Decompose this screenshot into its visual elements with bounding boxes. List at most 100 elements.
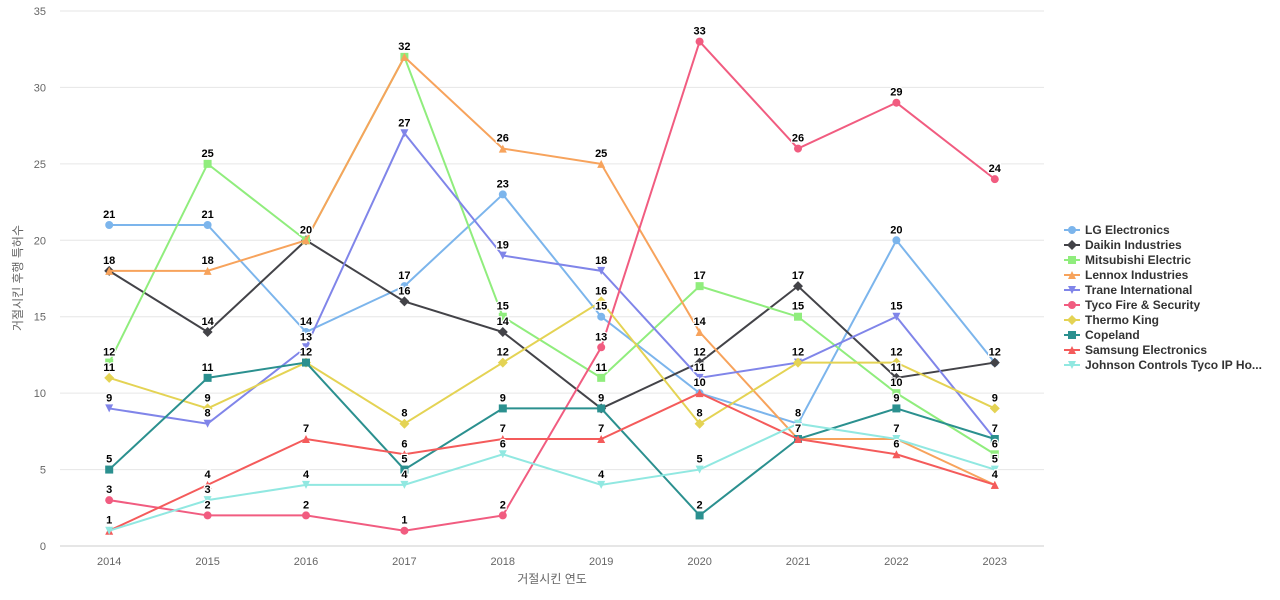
series-line-mitsubishi-electric bbox=[108, 54, 996, 456]
data-point bbox=[302, 343, 310, 352]
data-point bbox=[695, 328, 704, 336]
data-point bbox=[794, 419, 802, 428]
data-point bbox=[400, 282, 409, 291]
data-label: 7 bbox=[500, 423, 506, 435]
data-point bbox=[597, 343, 606, 352]
legend-symbol bbox=[1068, 301, 1076, 309]
legend-item-trane-international[interactable]: Trane International bbox=[1064, 283, 1192, 297]
data-label: 27 bbox=[398, 117, 410, 129]
series-mitsubishi-electric bbox=[105, 52, 999, 459]
data-label: 2 bbox=[500, 499, 506, 511]
legend-item-johnson-controls-tyco-ip-ho[interactable]: Johnson Controls Tyco IP Ho... bbox=[1064, 358, 1262, 372]
data-label: 5 bbox=[697, 454, 703, 466]
legend-symbol bbox=[1068, 226, 1076, 234]
legend-symbol bbox=[1067, 315, 1077, 325]
legend-label: Mitsubishi Electric bbox=[1085, 253, 1191, 267]
data-point bbox=[596, 296, 607, 307]
data-label: 9 bbox=[598, 392, 604, 404]
x-tick-label: 2018 bbox=[491, 556, 515, 568]
x-tick-label: 2017 bbox=[392, 556, 416, 568]
data-label: 32 bbox=[398, 41, 410, 53]
data-label: 32 bbox=[398, 41, 410, 53]
series-line-samsung-electronics bbox=[108, 392, 996, 532]
data-label: 2 bbox=[303, 499, 309, 511]
legend-item-thermo-king[interactable]: Thermo King bbox=[1064, 313, 1159, 327]
data-label: 15 bbox=[497, 301, 509, 313]
data-point bbox=[892, 312, 901, 321]
data-point bbox=[203, 496, 212, 505]
legend-item-samsung-electronics[interactable]: Samsung Electronics bbox=[1064, 343, 1207, 357]
data-label: 26 bbox=[497, 133, 509, 145]
series-line-lg-electronics bbox=[109, 192, 996, 425]
data-label: 21 bbox=[103, 209, 115, 221]
data-point bbox=[498, 450, 507, 459]
series-johnson-controls-tyco-ip-ho bbox=[105, 419, 999, 535]
data-label: 14 bbox=[497, 316, 510, 328]
data-label: 23 bbox=[497, 178, 509, 190]
data-label: 6 bbox=[992, 438, 998, 450]
data-point bbox=[498, 190, 507, 199]
data-label: 2 bbox=[205, 499, 211, 511]
data-label: 7 bbox=[795, 423, 801, 435]
y-tick-label: 35 bbox=[34, 6, 46, 18]
data-point bbox=[203, 373, 212, 382]
legend-label: Samsung Electronics bbox=[1085, 343, 1207, 357]
data-point bbox=[302, 358, 310, 367]
legend-label: LG Electronics bbox=[1085, 223, 1170, 237]
data-point bbox=[498, 435, 507, 443]
legend-label: Trane International bbox=[1085, 283, 1192, 297]
data-label: 5 bbox=[992, 454, 998, 466]
data-labels: 21 21141723151082012181420161491217111212… bbox=[102, 24, 1003, 528]
legend-item-mitsubishi-electric[interactable]: Mitsubishi Electric bbox=[1064, 253, 1191, 267]
data-label: 5 bbox=[401, 454, 407, 466]
data-point bbox=[302, 236, 310, 245]
legend-label: Thermo King bbox=[1085, 313, 1159, 327]
data-point bbox=[597, 312, 606, 321]
legend-item-copeland[interactable]: Copeland bbox=[1064, 328, 1140, 342]
data-label: 20 bbox=[300, 224, 312, 236]
data-point bbox=[302, 480, 310, 489]
data-point bbox=[695, 511, 704, 520]
data-point bbox=[989, 403, 1000, 414]
data-label: 20 bbox=[890, 224, 902, 236]
data-point bbox=[498, 144, 507, 153]
data-point bbox=[400, 526, 409, 535]
series-line-daikin-industries bbox=[108, 239, 995, 410]
legend-symbol bbox=[1068, 361, 1076, 369]
data-point bbox=[498, 251, 507, 260]
data-label: 14 bbox=[693, 316, 706, 328]
y-tick-label: 25 bbox=[34, 159, 46, 171]
legend-item-lg-electronics[interactable]: LG Electronics bbox=[1064, 223, 1170, 237]
data-label: 4 bbox=[303, 469, 310, 481]
data-label: 4 bbox=[401, 469, 408, 481]
data-point bbox=[694, 357, 705, 368]
series-layer bbox=[104, 37, 1000, 535]
legend-symbol bbox=[1068, 256, 1076, 264]
series-line-tyco-fire-security bbox=[109, 39, 996, 532]
legend-item-lennox-industries[interactable]: Lennox Industries bbox=[1064, 268, 1189, 282]
data-point bbox=[597, 404, 606, 413]
data-label: 24 bbox=[989, 163, 1002, 175]
data-label: 18 bbox=[595, 255, 607, 267]
data-point bbox=[203, 266, 212, 275]
legend-item-daikin-industries[interactable]: Daikin Industries bbox=[1064, 238, 1182, 252]
data-point bbox=[498, 511, 507, 520]
data-label: 16 bbox=[595, 285, 607, 297]
data-label: 29 bbox=[890, 87, 902, 99]
legend-symbol bbox=[1068, 331, 1076, 339]
data-label: 13 bbox=[595, 331, 607, 343]
data-label: 10 bbox=[693, 377, 705, 389]
data-label: 7 bbox=[303, 423, 309, 435]
data-label: 11 bbox=[202, 362, 214, 374]
data-label: 8 bbox=[795, 408, 801, 420]
data-point bbox=[105, 526, 114, 535]
legend-item-tyco-fire-security[interactable]: Tyco Fire & Security bbox=[1064, 298, 1200, 312]
legend-symbol bbox=[1068, 286, 1076, 294]
data-point bbox=[400, 450, 409, 459]
data-point bbox=[399, 418, 410, 429]
data-label: 6 bbox=[401, 438, 407, 450]
data-point bbox=[695, 465, 704, 474]
x-tick-label: 2019 bbox=[589, 556, 613, 568]
data-point bbox=[302, 511, 310, 520]
x-tick-label: 2023 bbox=[983, 556, 1007, 568]
